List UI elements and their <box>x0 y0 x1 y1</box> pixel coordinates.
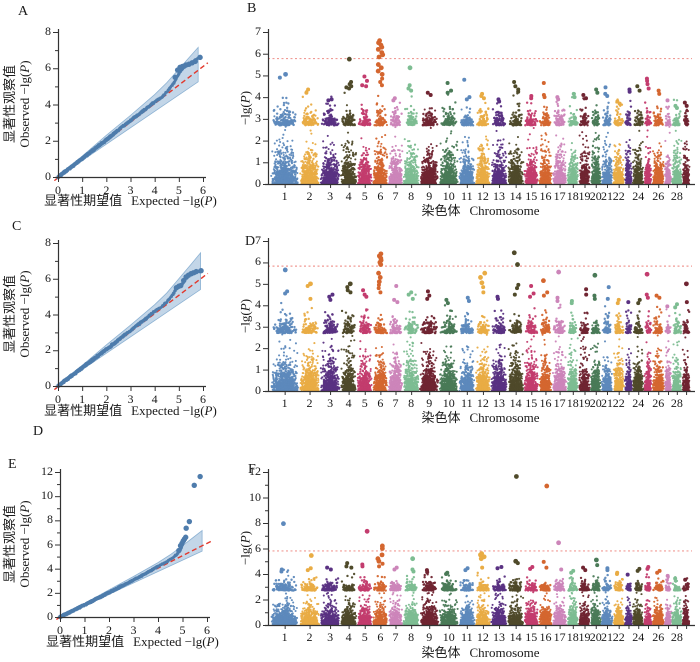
x-axis-title-b-en: Chromosome <box>469 203 540 218</box>
y-axis-title-b-p: P <box>237 95 253 104</box>
y-axis-title-c-en-pre: Observed −lg( <box>17 282 32 358</box>
x-axis-title-b-cn: 染色体 <box>421 203 461 218</box>
y-axis-title-a: 显著性观察值 Observed −lg(P) <box>2 60 32 147</box>
y-axis-title-d: −lg(P) <box>238 299 253 333</box>
y-axis-title-a-en-p: P <box>17 64 32 73</box>
x-axis-title-e-en-pre: Expected −lg( <box>133 634 207 649</box>
y-axis-title-a-en-post: ) <box>17 60 32 65</box>
y-axis-title-b-post: ) <box>237 90 253 96</box>
panel-label-e: E <box>8 457 17 472</box>
y-axis-title-d-pre: −lg( <box>237 311 253 334</box>
panel-label-c: C <box>12 219 22 234</box>
qq-plot-canvas-e <box>0 440 233 662</box>
x-axis-title-c-en-pre: Expected −lg( <box>131 403 205 418</box>
y-axis-title-e-en-pre: Observed −lg( <box>17 512 32 588</box>
stray-panel-label-d: D <box>33 424 44 439</box>
y-axis-title-b: −lg(P) <box>238 91 253 125</box>
x-axis-title-d-en: Chromosome <box>469 410 540 425</box>
y-axis-title-c-en-post: ) <box>17 270 32 275</box>
y-axis-title-e: 显著性观察值 Observed −lg(P) <box>2 500 32 587</box>
x-axis-title-f-cn: 染色体 <box>421 645 461 660</box>
y-axis-title-d-post: ) <box>237 298 253 304</box>
y-axis-title-f-p: P <box>237 535 253 544</box>
panel-label-b: B <box>247 1 257 16</box>
y-axis-title-e-en-post: ) <box>17 500 32 505</box>
x-axis-title-d: 染色体 Chromosome <box>247 407 700 426</box>
x-axis-title-a-en-p: P <box>204 193 213 208</box>
x-axis-title-d-cn: 染色体 <box>421 410 461 425</box>
y-axis-title-a-en: Observed −lg(P) <box>17 60 32 147</box>
y-axis-title-f-post: ) <box>237 530 253 536</box>
y-axis-title-a-cn: 显著性观察值 <box>2 64 17 144</box>
panel-label-d: D <box>245 234 256 249</box>
y-axis-title-d-p: P <box>237 303 253 312</box>
manhattan-plot-canvas-f <box>233 440 700 662</box>
manhattan-plot-canvas-d <box>233 218 700 440</box>
x-axis-title-e-en-p: P <box>206 634 215 649</box>
x-axis-title-c-en-p: P <box>204 403 213 418</box>
y-axis-title-f: −lg(P) <box>238 531 253 565</box>
panel-c-qq-plot: C 显著性观察值 Observed −lg(P) 显著性期望值 Expected … <box>0 218 233 440</box>
y-axis-title-c-en: Observed −lg(P) <box>17 270 32 357</box>
x-axis-title-a-cn: 显著性期望值 <box>44 193 123 208</box>
manhattan-plot-canvas-b <box>233 0 700 218</box>
x-axis-title-c-cn: 显著性期望值 <box>44 403 123 418</box>
x-axis-title-a-en-pre: Expected −lg( <box>131 193 205 208</box>
y-axis-title-e-en: Observed −lg(P) <box>17 500 32 587</box>
x-axis-title-a: 显著性期望值 Expected −lg(P) <box>14 190 247 209</box>
panel-label-a: A <box>18 4 29 19</box>
y-axis-title-c-en-p: P <box>17 274 32 283</box>
x-axis-title-f: 染色体 Chromosome <box>247 642 700 661</box>
y-axis-title-b-pre: −lg( <box>237 103 253 126</box>
x-axis-title-c-en-post: ) <box>212 403 217 418</box>
x-axis-title-c: 显著性期望值 Expected −lg(P) <box>14 400 247 419</box>
x-axis-title-b: 染色体 Chromosome <box>247 200 700 219</box>
qq-plot-canvas-a <box>0 0 233 218</box>
y-axis-title-c-cn: 显著性观察值 <box>2 274 17 354</box>
y-axis-title-e-cn: 显著性观察值 <box>2 504 17 584</box>
x-axis-title-a-en-post: ) <box>212 193 217 208</box>
x-axis-title-e-en-post: ) <box>214 634 219 649</box>
panel-f-manhattan-plot: F −lg(P) 染色体 Chromosome 0 2 4 6 8 10 12 1 2 3 4 5 6 7 8… <box>233 440 700 662</box>
qq-plot-canvas-c <box>0 218 233 440</box>
x-axis-title-f-en: Chromosome <box>469 645 540 660</box>
y-axis-title-a-en-pre: Observed −lg( <box>17 72 32 148</box>
panel-a-qq-plot: A 显著性观察值 Observed −lg(P) 显著性期望值 Expected … <box>0 0 233 218</box>
y-axis-title-e-en-p: P <box>17 504 32 513</box>
y-axis-title-c: 显著性观察值 Observed −lg(P) <box>2 270 32 357</box>
y-axis-title-f-pre: −lg( <box>237 543 253 566</box>
panel-label-f: F <box>248 462 256 477</box>
x-axis-title-e: 显著性期望值 Expected −lg(P) <box>16 631 249 650</box>
x-axis-title-e-cn: 显著性期望值 <box>46 634 125 649</box>
panel-e-qq-plot: E 显著性观察值 Observed −lg(P) 显著性期望值 Expected … <box>0 440 233 662</box>
